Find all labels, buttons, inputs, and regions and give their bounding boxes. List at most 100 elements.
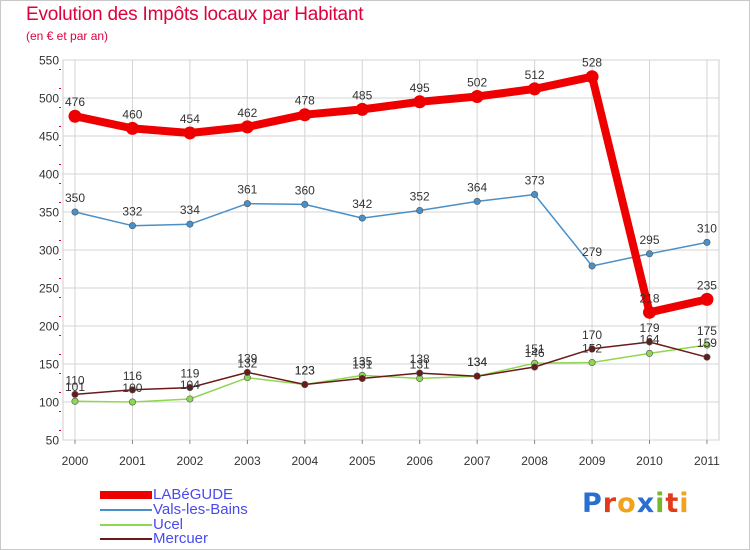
data-point: [128, 398, 136, 406]
logo-letter: x: [636, 488, 656, 519]
data-label: 460: [122, 107, 142, 121]
data-label: 159: [697, 336, 717, 350]
logo-letter: P: [582, 488, 603, 519]
data-point: [128, 222, 136, 230]
data-label: 152: [582, 341, 602, 355]
data-label: 101: [65, 380, 85, 394]
data-label: 502: [467, 75, 487, 89]
y-tick-label: 300: [39, 244, 59, 258]
series-line-vals-les-bains: [74, 193, 708, 267]
y-tick-label: 450: [39, 130, 59, 144]
data-point: [71, 390, 79, 398]
x-tick-label: 2010: [636, 454, 663, 468]
data-point: [355, 102, 369, 116]
data-label: 151: [525, 342, 545, 356]
logo-letter: i: [655, 488, 666, 519]
data-label: 361: [237, 183, 257, 197]
data-label: 135: [352, 354, 372, 368]
data-point: [531, 363, 539, 371]
data-point: [301, 381, 309, 389]
data-point: [531, 191, 539, 199]
data-point: [128, 386, 136, 394]
legend-item-mercuer: Mercuer: [100, 531, 208, 546]
data-point: [413, 95, 427, 109]
data-label: 350: [65, 191, 85, 205]
legend-item-labegude: LABéGUDE: [100, 487, 233, 502]
y-tick-label: 250: [39, 282, 59, 296]
logo-letter: i: [679, 488, 690, 519]
data-label: 342: [352, 197, 372, 211]
data-label: 364: [467, 180, 487, 194]
data-label: 334: [180, 203, 200, 217]
series-line-labégude: [71, 72, 711, 317]
legend-item-vals-les-bains: Vals-les-Bains: [100, 502, 248, 517]
data-point: [700, 292, 714, 306]
legend-swatch-labegude: [100, 490, 152, 499]
data-label: 164: [639, 332, 659, 346]
y-tick-label: 100: [39, 396, 59, 410]
data-point: [585, 70, 599, 84]
legend-label-mercuer: Mercuer: [153, 530, 209, 547]
data-label: 116: [123, 369, 142, 383]
data-label: 332: [122, 205, 142, 219]
data-label: 454: [180, 112, 200, 126]
data-label: 495: [410, 81, 430, 95]
data-point: [528, 82, 542, 96]
data-point: [186, 384, 194, 392]
data-point: [240, 120, 254, 134]
legend-swatch-ucel: [100, 523, 152, 526]
data-label: 119: [180, 367, 199, 381]
data-point: [358, 214, 366, 222]
data-label: 104: [180, 378, 200, 392]
data-point: [703, 238, 711, 246]
data-label: 123: [295, 364, 315, 378]
data-label: 134: [467, 355, 487, 369]
logo-letter: r: [602, 488, 618, 519]
y-tick-label: 50: [46, 434, 60, 448]
legend-swatch-mercuer: [100, 537, 152, 540]
data-point: [645, 338, 653, 346]
data-label: 139: [237, 351, 257, 365]
legend-item-ucel: Ucel: [100, 517, 183, 532]
x-tick-label: 2000: [62, 454, 89, 468]
data-point: [588, 262, 596, 270]
data-label: 110: [65, 373, 84, 387]
logo-letter: o: [617, 488, 637, 519]
data-label: 476: [65, 95, 85, 109]
data-label: 295: [639, 233, 659, 247]
data-label: 138: [410, 352, 430, 366]
data-point: [416, 206, 424, 214]
data-label: 175: [697, 324, 717, 338]
data-label: 478: [295, 94, 315, 108]
y-tick-label: 500: [39, 92, 59, 106]
data-point: [125, 121, 139, 135]
y-tick-label: 350: [39, 206, 59, 220]
data-label: 131: [352, 357, 372, 371]
data-point: [703, 341, 711, 349]
data-point: [416, 369, 424, 377]
data-point: [470, 89, 484, 103]
data-label: 179: [639, 321, 659, 335]
x-tick-label: 2005: [349, 454, 376, 468]
data-point: [186, 395, 194, 403]
data-label: 512: [525, 68, 545, 82]
x-tick-label: 2008: [521, 454, 548, 468]
legend-label-ucel: Ucel: [153, 516, 184, 533]
data-label: 170: [582, 328, 602, 342]
data-label: 134: [467, 355, 487, 369]
data-label: 131: [410, 357, 430, 371]
x-tick-label: 2001: [119, 454, 146, 468]
data-label: 462: [237, 106, 257, 120]
data-point: [358, 374, 366, 382]
data-point: [473, 197, 481, 205]
y-tick-label: 400: [39, 168, 59, 182]
data-point: [301, 200, 309, 208]
data-label: 146: [525, 346, 545, 360]
chart-title: Evolution des Impôts locaux par Habitant: [26, 4, 364, 25]
data-label: 123: [295, 364, 315, 378]
data-point: [71, 208, 79, 216]
data-point: [68, 109, 82, 123]
data-point: [243, 368, 251, 376]
data-label: 279: [582, 245, 602, 259]
